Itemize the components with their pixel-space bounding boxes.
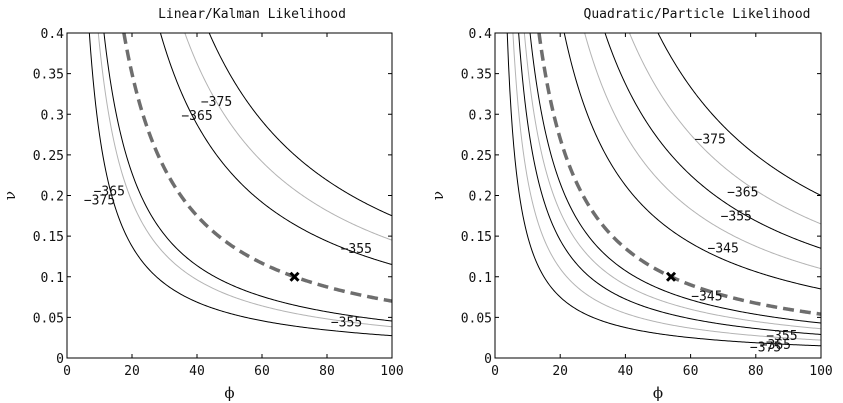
left-x-tick-label: 80 <box>319 364 335 379</box>
left-x-tick-label: 40 <box>189 364 205 379</box>
right-contour-label-1: −375 <box>695 132 726 147</box>
right-panel-quadratic-particle: Quadratic/Particle Likelihood−375−365−35… <box>429 7 833 402</box>
right-plot-frame <box>494 32 822 359</box>
right-contour-label-5: −345 <box>691 289 722 304</box>
left-contour-label-1: −375 <box>201 95 232 110</box>
right-y-tick-label: 0.35 <box>461 68 492 83</box>
left-y-tick-label: 0.25 <box>33 149 64 164</box>
left-contour-line-4 <box>159 33 392 266</box>
right-y-tick-label: 0.15 <box>461 230 492 245</box>
right-contour-line-5 <box>529 33 821 324</box>
right-y-tick-label: 0.4 <box>469 27 493 42</box>
left-chart-title: Linear/Kalman Likelihood <box>158 7 346 22</box>
right-y-tick-label: 0.25 <box>461 149 492 164</box>
right-contour-line-8 <box>604 33 821 249</box>
right-x-tick-label: 0 <box>491 364 499 379</box>
left-y-tick-label: 0.05 <box>33 311 64 326</box>
left-y-axis-label: ν <box>1 191 19 200</box>
right-x-axis-label: ϕ <box>653 384 663 402</box>
left-contour-line-5 <box>184 33 392 241</box>
right-contour-line-2 <box>512 33 821 341</box>
right-contour-line-4 <box>523 33 821 330</box>
right-x-tick-label: 60 <box>683 364 699 379</box>
right-y-tick-label: 0.3 <box>469 108 492 123</box>
right-y-tick-label: 0 <box>484 352 492 367</box>
right-contour-label-6: −355 <box>766 329 797 344</box>
right-contour-label-8: −375 <box>750 340 781 355</box>
left-contour-line-1 <box>88 33 392 337</box>
right-contour-label-7: −365 <box>760 338 791 353</box>
right-y-tick-label: 0.05 <box>461 311 492 326</box>
right-contour-line-3 <box>518 33 821 335</box>
left-contour-label-2: −365 <box>181 109 212 124</box>
right-chart-title: Quadratic/Particle Likelihood <box>584 7 811 22</box>
right-contour-label-2: −365 <box>727 185 758 200</box>
left-ridge-dashed-line <box>122 33 392 303</box>
left-contour-line-2 <box>97 33 392 328</box>
left-y-tick-label: 0.3 <box>41 108 64 123</box>
right-x-tick-label: 40 <box>618 364 634 379</box>
left-maximum-marker <box>289 271 300 282</box>
left-contour-line-6 <box>208 33 392 217</box>
left-x-tick-label: 20 <box>124 364 140 379</box>
right-y-tick-label: 0.1 <box>469 271 492 286</box>
left-contour-label-3: −365 <box>94 184 125 199</box>
left-contour-label-5: −355 <box>341 242 372 257</box>
right-contour-line-7 <box>584 33 821 270</box>
left-y-tick-label: 0 <box>56 352 64 367</box>
right-contour-line-1 <box>506 33 821 347</box>
left-contour-label-6: −355 <box>331 315 362 330</box>
right-ridge-dashed-line <box>537 33 821 316</box>
right-contour-line-9 <box>629 33 821 225</box>
right-y-tick-label: 0.2 <box>469 190 492 205</box>
right-maximum-marker <box>665 271 677 282</box>
right-contour-label-3: −355 <box>721 210 752 225</box>
left-y-tick-label: 0.2 <box>41 190 64 205</box>
left-x-axis-label: ϕ <box>224 384 234 402</box>
left-y-tick-label: 0.35 <box>33 68 64 83</box>
left-x-tick-label: 60 <box>254 364 270 379</box>
left-contour-line-3 <box>103 33 392 322</box>
left-contour-label-4: −375 <box>84 193 115 208</box>
left-x-tick-label: 0 <box>63 364 71 379</box>
right-contour-line-10 <box>657 33 821 196</box>
right-contour-label-4: −345 <box>708 241 739 256</box>
right-x-tick-label: 20 <box>552 364 568 379</box>
left-x-tick-label: 100 <box>380 364 403 379</box>
left-y-tick-label: 0.4 <box>41 27 65 42</box>
right-contour-line-6 <box>563 33 821 290</box>
right-x-tick-label: 100 <box>809 364 832 379</box>
right-x-tick-label: 80 <box>748 364 764 379</box>
left-panel-linear-kalman: Linear/Kalman Likelihood−375−365−365−375… <box>1 7 404 402</box>
right-y-axis-label: ν <box>429 191 447 200</box>
left-y-tick-label: 0.1 <box>41 271 64 286</box>
left-y-tick-label: 0.15 <box>33 230 64 245</box>
